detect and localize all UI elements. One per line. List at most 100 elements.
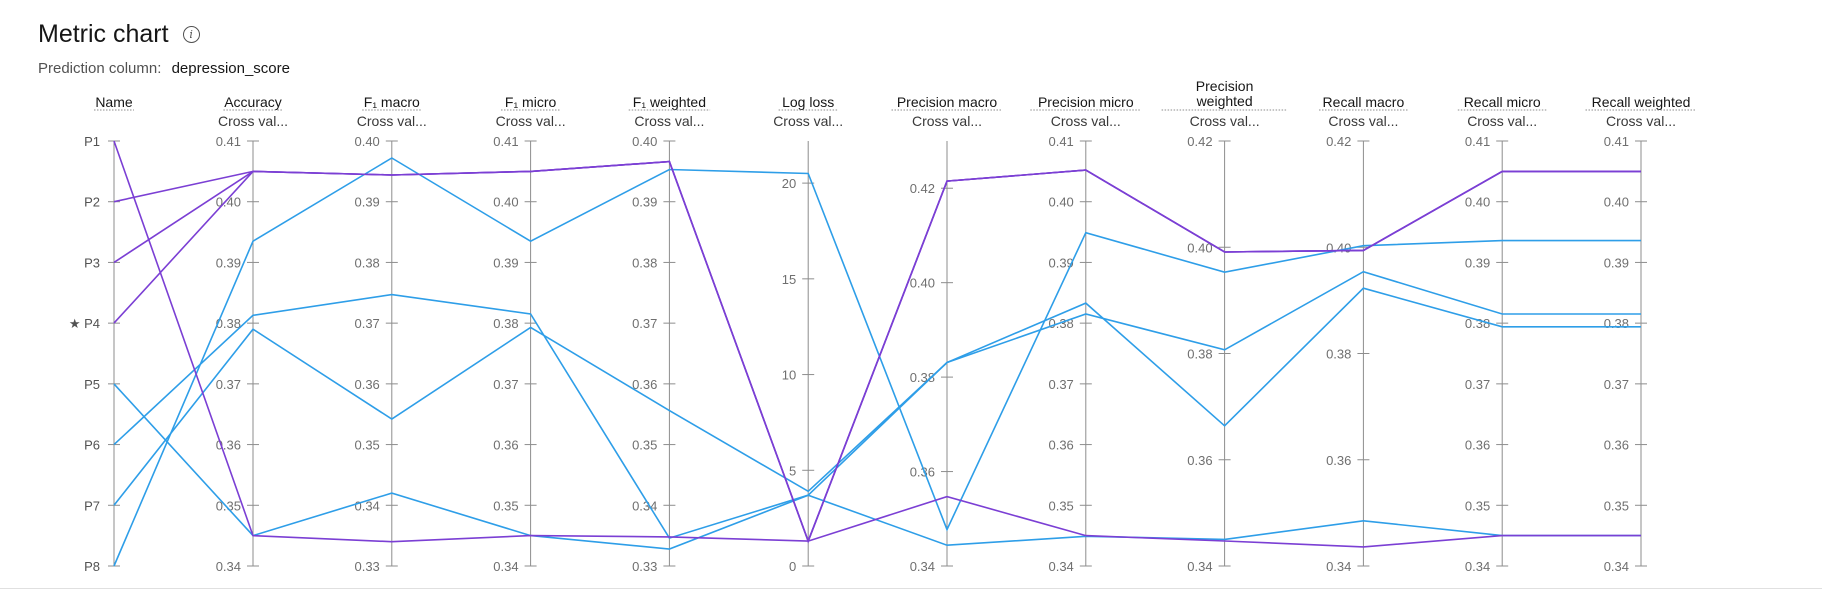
axis-label-precision_micro[interactable]: Precision micro	[1038, 94, 1134, 110]
info-icon[interactable]: i	[182, 25, 200, 43]
axis-sublabel-precision_micro: Cross val...	[1051, 113, 1121, 129]
prediction-column: Prediction column: depression_score	[38, 60, 290, 78]
axis-sublabel-recall_macro: Cross val...	[1328, 113, 1398, 129]
axis-tick-label: 0.38	[1604, 316, 1629, 331]
axis-label-recall_micro[interactable]: Recall micro	[1464, 94, 1541, 110]
axis-label-recall_weighted[interactable]: Recall weighted	[1592, 94, 1691, 110]
series-line-P6[interactable]	[113, 270, 1641, 540]
chart-title: Metric chart	[38, 20, 169, 48]
axis-tick-label: 10	[782, 368, 796, 383]
axis-tick-label: 0.36	[632, 377, 657, 392]
axis-tick-label: 0.40	[910, 276, 935, 291]
axis-sublabel-accuracy: Cross val...	[218, 113, 288, 129]
axis-tick-label: 0.36	[1465, 438, 1490, 453]
axis-tick-label: 0.35	[493, 498, 518, 513]
axis-tick-label: 20	[782, 176, 796, 191]
axis-tick-label: 0.38	[354, 255, 379, 270]
axis-label-recall_macro[interactable]: Recall macro	[1323, 94, 1405, 110]
axis-tick-label: 0.33	[354, 559, 379, 574]
axis-tick-label: 0.41	[1465, 134, 1490, 149]
axis-tick-label: 0.34	[910, 559, 935, 574]
axis-tick-label: 0.34	[632, 498, 657, 513]
pipeline-tick-label: P3	[84, 255, 100, 270]
chart-header: Metric chart i Prediction column: depres…	[38, 18, 290, 78]
axis-tick-label: 0.40	[1187, 240, 1212, 255]
axis-tick-label: 0.38	[632, 255, 657, 270]
axis-tick-label: 15	[782, 272, 796, 287]
axis-label-accuracy[interactable]: Accuracy	[224, 94, 282, 110]
series-line-P4[interactable]	[113, 160, 1641, 544]
pipeline-tick-label: P7	[84, 498, 100, 513]
pipeline-tick-label: P8	[84, 559, 100, 574]
axis-tick-label: 0	[789, 559, 796, 574]
axis-tick-label: 0.34	[1604, 559, 1629, 574]
axis-tick-label: 0.36	[1187, 453, 1212, 468]
axis-tick-label: 0.35	[632, 438, 657, 453]
axis-tick-label: 0.37	[1048, 377, 1073, 392]
axis-label-log_loss[interactable]: Log loss	[782, 94, 834, 110]
axis-tick-label: 0.34	[1326, 559, 1351, 574]
axis-sublabel-precision_macro: Cross val...	[912, 113, 982, 129]
axis-tick-label: 0.39	[216, 255, 241, 270]
axis-sublabel-log_loss: Cross val...	[773, 113, 843, 129]
axis-tick-label: 0.38	[1326, 347, 1351, 362]
axis-tick-label: 0.40	[354, 134, 379, 149]
axis-sublabel-f1_macro: Cross val...	[357, 113, 427, 129]
axis-tick-label: 0.40	[493, 195, 518, 210]
axis-tick-label: 0.36	[1048, 438, 1073, 453]
series-line-P1[interactable]	[113, 140, 1641, 548]
axis-tick-label: 0.39	[1465, 255, 1490, 270]
axis-sublabel-f1_micro: Cross val...	[496, 113, 566, 129]
axis-tick-label: 0.34	[1187, 559, 1212, 574]
axis-label-f1_macro[interactable]: F₁ macro	[364, 94, 420, 110]
axis-tick-label: 0.37	[1604, 377, 1629, 392]
axis-tick-label: 0.41	[1604, 134, 1629, 149]
axis-tick-label: 0.40	[1048, 195, 1073, 210]
axis-tick-label: 0.34	[1048, 559, 1073, 574]
axis-tick-label: 0.39	[354, 195, 379, 210]
axis-tick-label: 0.34	[1465, 559, 1490, 574]
axis-tick-label: 0.40	[632, 134, 657, 149]
axis-sublabel-recall_micro: Cross val...	[1467, 113, 1537, 129]
axis-tick-label: 0.36	[493, 438, 518, 453]
axis-tick-label: 0.33	[632, 559, 657, 574]
axis-tick-label: 0.35	[1604, 498, 1629, 513]
axis-tick-label: 0.42	[1187, 134, 1212, 149]
axis-tick-label: 0.37	[1465, 377, 1490, 392]
axis-label-precision_weighted[interactable]: Precision	[1196, 78, 1254, 94]
axis-tick-label: 0.36	[354, 377, 379, 392]
series-line-P8[interactable]	[113, 157, 1641, 567]
axis-sublabel-f1_weighted: Cross val...	[634, 113, 704, 129]
axis-tick-label: 0.38	[1465, 316, 1490, 331]
prediction-column-label: Prediction column:	[38, 60, 162, 77]
axis-tick-label: 0.41	[1048, 134, 1073, 149]
axis-tick-label: 0.37	[354, 316, 379, 331]
axis-tick-label: 0.41	[493, 134, 518, 149]
axis-tick-label: 0.42	[1326, 134, 1351, 149]
axis-tick-label: 0.37	[493, 377, 518, 392]
axis-tick-label: 0.39	[632, 195, 657, 210]
pipeline-tick-label: ★ P4	[69, 316, 100, 331]
axis-tick-label: 0.37	[216, 377, 241, 392]
axis-tick-label: 0.35	[354, 438, 379, 453]
axis-tick-label: 0.42	[910, 181, 935, 196]
pipeline-tick-label: P2	[84, 195, 100, 210]
series-line-P5[interactable]	[113, 383, 1641, 550]
axis-label-precision_macro[interactable]: Precision macro	[897, 94, 998, 110]
prediction-column-value: depression_score	[171, 60, 290, 77]
axis-label-f1_micro[interactable]: F₁ micro	[505, 94, 557, 110]
axis-tick-label: 0.39	[1604, 255, 1629, 270]
axis-label-precision_weighted[interactable]: weighted	[1196, 93, 1253, 109]
axis-tick-label: 0.36	[910, 465, 935, 480]
axis-tick-label: 5	[789, 463, 796, 478]
axis-tick-label: 0.40	[1604, 195, 1629, 210]
axis-tick-label: 0.36	[1326, 453, 1351, 468]
bottom-divider	[0, 588, 1822, 589]
axis-label-f1_weighted[interactable]: F₁ weighted	[633, 94, 706, 110]
pipeline-tick-label: P6	[84, 438, 100, 453]
axis-tick-label: 0.39	[493, 255, 518, 270]
series-line-P7[interactable]	[113, 287, 1641, 506]
axis-tick-label: 0.34	[216, 559, 241, 574]
axis-tick-label: 0.34	[493, 559, 518, 574]
axis-tick-label: 0.39	[1048, 255, 1073, 270]
